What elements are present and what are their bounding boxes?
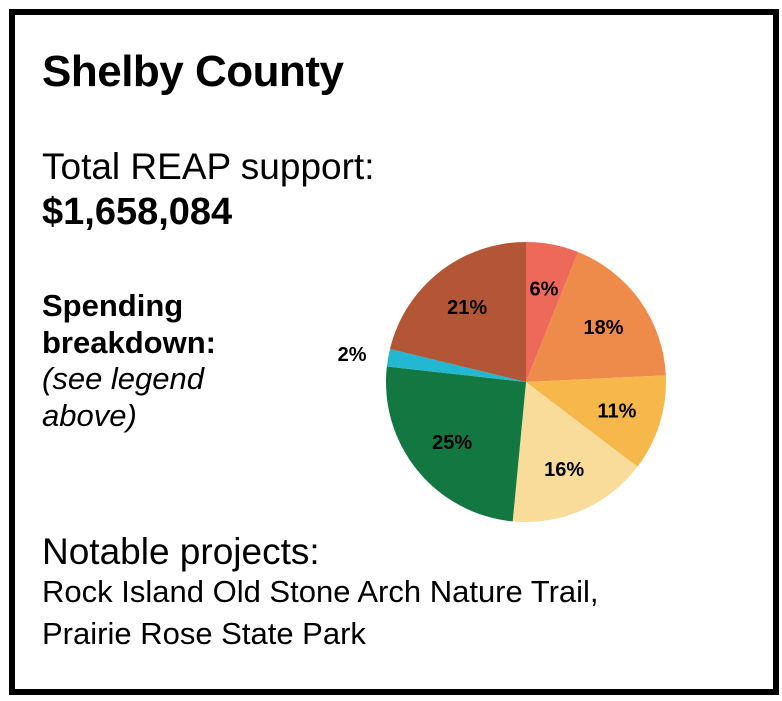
spending-heading-line1: Spending	[42, 288, 184, 323]
pie-label-3: 16%	[544, 459, 584, 481]
pie-slice-6	[389, 242, 526, 382]
total-support-value: $1,658,084	[42, 191, 233, 233]
spending-breakdown: Spending breakdown: (see legend above)	[42, 288, 216, 434]
pie-slice-0	[526, 242, 579, 382]
spending-heading-line2: breakdown:	[42, 324, 216, 360]
pie-label-6: 21%	[447, 297, 487, 319]
pie-slice-3	[512, 382, 638, 523]
notable-project-line2: Prairie Rose State Park	[42, 616, 366, 651]
pie-label-4: 25%	[432, 432, 472, 454]
pie-label-5: 2%	[338, 344, 367, 366]
total-support-label: Total REAP support:	[42, 146, 375, 187]
notable-project-line1: Rock Island Old Stone Arch Nature Trail,	[42, 574, 599, 609]
spending-note-line1: (see legend	[42, 361, 205, 397]
pie-slice-2	[526, 375, 666, 467]
pie-slice-1	[526, 252, 666, 382]
card-frame	[9, 9, 779, 695]
county-title: Shelby County	[42, 47, 344, 96]
pie-label-0: 6%	[530, 279, 559, 301]
notable-projects-heading: Notable projects:	[42, 531, 320, 572]
pie-slice-5	[386, 348, 526, 382]
pie-label-1: 18%	[583, 317, 623, 339]
pie-slice-4	[385, 366, 526, 522]
spending-note-line2: above)	[42, 397, 137, 433]
pie-label-2: 11%	[597, 400, 636, 422]
